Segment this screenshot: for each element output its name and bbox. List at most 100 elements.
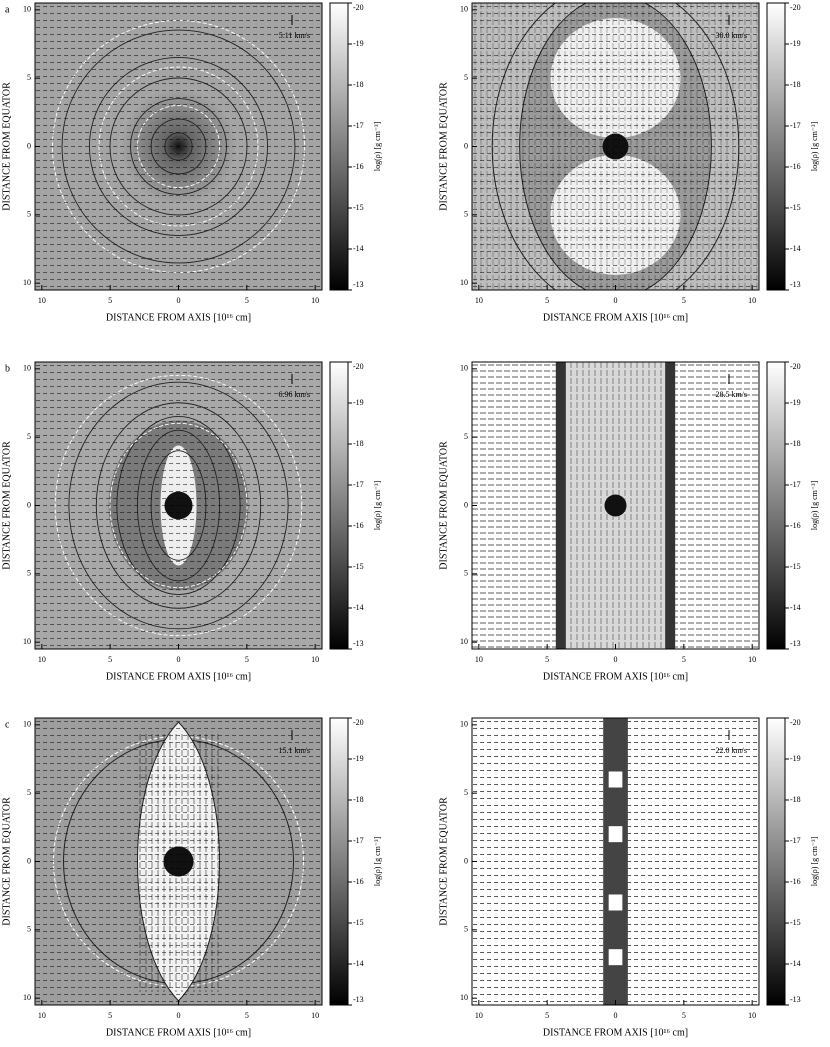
flow bbox=[35, 362, 322, 649]
x-tick-label: 5 bbox=[108, 1011, 112, 1020]
x-tick-label: 5 bbox=[682, 1011, 686, 1020]
colorbar-tick-label: -13 bbox=[353, 280, 364, 289]
plot-area bbox=[35, 362, 322, 649]
colorbar-tick-label: -14 bbox=[790, 959, 801, 968]
colorbar-tick-label: -15 bbox=[353, 562, 364, 571]
plot-area bbox=[472, 718, 759, 1005]
colorbar-tick-label: -14 bbox=[353, 244, 364, 253]
knot bbox=[608, 826, 623, 843]
flow bbox=[35, 3, 322, 290]
colorbar-tick-label: -17 bbox=[353, 121, 364, 130]
colorbar-tick-label: -17 bbox=[790, 121, 801, 130]
colorbar-tick-label: -18 bbox=[790, 439, 801, 448]
x-tick-label: 5 bbox=[682, 296, 686, 305]
velocity-annotation: 28.5 km/s bbox=[715, 390, 747, 399]
y-tick-label: 0 bbox=[464, 141, 468, 150]
colorbar-tick-label: -15 bbox=[353, 203, 364, 212]
x-tick-label: 5 bbox=[545, 1011, 549, 1020]
colorbar-tick-label: -18 bbox=[353, 795, 364, 804]
colorbar-tick-label: -20 bbox=[790, 3, 801, 12]
density-core bbox=[604, 494, 627, 517]
y-tick-label: 5 bbox=[27, 73, 31, 82]
colorbar-gradient bbox=[329, 2, 349, 291]
colorbar: -20 -19 -18 -17 -16 -15 -14 -13 log(ρ) [g cm⁻³] bbox=[329, 2, 382, 291]
colorbar-tick-label: -20 bbox=[353, 718, 364, 727]
x-tick-label: 10 bbox=[748, 655, 756, 664]
x-tick-label: 0 bbox=[614, 1011, 618, 1020]
colorbar-label: log(ρ) [g cm⁻³] bbox=[810, 481, 819, 531]
y-axis-label: DISTANCE FROM EQUATOR bbox=[1, 797, 12, 926]
plot-area bbox=[472, 3, 759, 290]
panel: b 6.96 km/s 10 5 0 5 10 10 5 0 5 10 DISTANCE FROM AX… bbox=[1, 361, 382, 682]
colorbar-tick-label: -15 bbox=[790, 918, 801, 927]
jet-wall bbox=[555, 362, 566, 649]
colorbar-tick-label: -14 bbox=[353, 603, 364, 612]
colorbar-label: log(ρ) [g cm⁻³] bbox=[373, 481, 382, 531]
x-tick-label: 10 bbox=[475, 1011, 483, 1020]
x-axis-label: DISTANCE FROM AXIS [10¹⁶ cm] bbox=[543, 671, 688, 682]
x-axis-label: DISTANCE FROM AXIS [10¹⁶ cm] bbox=[106, 671, 251, 682]
y-tick-label: 10 bbox=[23, 364, 31, 373]
plot-area bbox=[472, 362, 759, 649]
y-tick-label: 5 bbox=[464, 73, 468, 82]
x-tick-label: 10 bbox=[38, 655, 46, 664]
colorbar: -20 -19 -18 -17 -16 -15 -14 -13 log(ρ) [g cm⁻³] bbox=[329, 361, 382, 650]
colorbar-tick-label: -14 bbox=[790, 244, 801, 253]
colorbar: -20 -19 -18 -17 -16 -15 -14 -13 log(ρ) [g cm⁻³] bbox=[766, 361, 819, 650]
velocity-annotation: 22.0 km/s bbox=[715, 746, 747, 755]
panel-label: b bbox=[5, 363, 10, 374]
plot-area bbox=[35, 718, 322, 1005]
x-tick-label: 5 bbox=[245, 1011, 249, 1020]
colorbar-tick-label: -19 bbox=[790, 39, 801, 48]
colorbar-tick-label: -14 bbox=[790, 603, 801, 612]
y-axis-label: DISTANCE FROM EQUATOR bbox=[438, 797, 449, 926]
panel: a 5.11 km/s 10 5 0 5 10 10 5 0 5 10 DISTANCE FROM AX… bbox=[1, 2, 382, 323]
knot bbox=[608, 894, 623, 911]
x-tick-label: 5 bbox=[545, 655, 549, 664]
x-tick-label: 10 bbox=[311, 296, 319, 305]
velocity-annotation: 15.1 km/s bbox=[278, 746, 310, 755]
y-tick-label: 10 bbox=[460, 993, 468, 1002]
colorbar-gradient bbox=[329, 361, 349, 650]
y-tick-label: 5 bbox=[464, 569, 468, 578]
y-tick-label: 10 bbox=[23, 637, 31, 646]
y-tick-label: 5 bbox=[464, 210, 468, 219]
x-axis-label: DISTANCE FROM AXIS [10¹⁶ cm] bbox=[543, 312, 688, 323]
colorbar-tick-label: -16 bbox=[790, 162, 801, 171]
colorbar-tick-label: -16 bbox=[790, 877, 801, 886]
y-tick-label: 5 bbox=[27, 569, 31, 578]
y-tick-label: 5 bbox=[464, 432, 468, 441]
colorbar-tick-label: -17 bbox=[353, 836, 364, 845]
colorbar-gradient bbox=[766, 717, 786, 1006]
colorbar-tick-label: -16 bbox=[353, 162, 364, 171]
y-tick-label: 0 bbox=[464, 856, 468, 865]
y-tick-label: 10 bbox=[23, 993, 31, 1002]
y-tick-label: 5 bbox=[27, 432, 31, 441]
y-tick-label: 10 bbox=[460, 5, 468, 14]
y-tick-label: 5 bbox=[27, 210, 31, 219]
x-tick-label: 5 bbox=[245, 296, 249, 305]
y-axis-label: DISTANCE FROM EQUATOR bbox=[438, 441, 449, 570]
x-tick-label: 0 bbox=[177, 1011, 181, 1020]
y-tick-label: 0 bbox=[27, 141, 31, 150]
y-tick-label: 10 bbox=[460, 364, 468, 373]
y-tick-label: 5 bbox=[27, 788, 31, 797]
colorbar-tick-label: -16 bbox=[790, 521, 801, 530]
colorbar-label: log(ρ) [g cm⁻³] bbox=[373, 122, 382, 172]
panel-label: a bbox=[5, 4, 10, 15]
x-tick-label: 5 bbox=[245, 655, 249, 664]
y-tick-label: 0 bbox=[27, 856, 31, 865]
y-tick-label: 10 bbox=[23, 278, 31, 287]
colorbar-tick-label: -18 bbox=[790, 80, 801, 89]
colorbar-label: log(ρ) [g cm⁻³] bbox=[810, 122, 819, 172]
colorbar-tick-label: -20 bbox=[790, 362, 801, 371]
x-tick-label: 0 bbox=[614, 296, 618, 305]
colorbar-gradient bbox=[766, 2, 786, 291]
x-tick-label: 0 bbox=[177, 296, 181, 305]
colorbar: -20 -19 -18 -17 -16 -15 -14 -13 log(ρ) [g cm⁻³] bbox=[766, 2, 819, 291]
panel: c 15.1 km/s 10 5 0 5 10 10 5 0 5 10 DISTANCE FROM AX… bbox=[1, 717, 382, 1038]
colorbar-tick-label: -17 bbox=[790, 480, 801, 489]
